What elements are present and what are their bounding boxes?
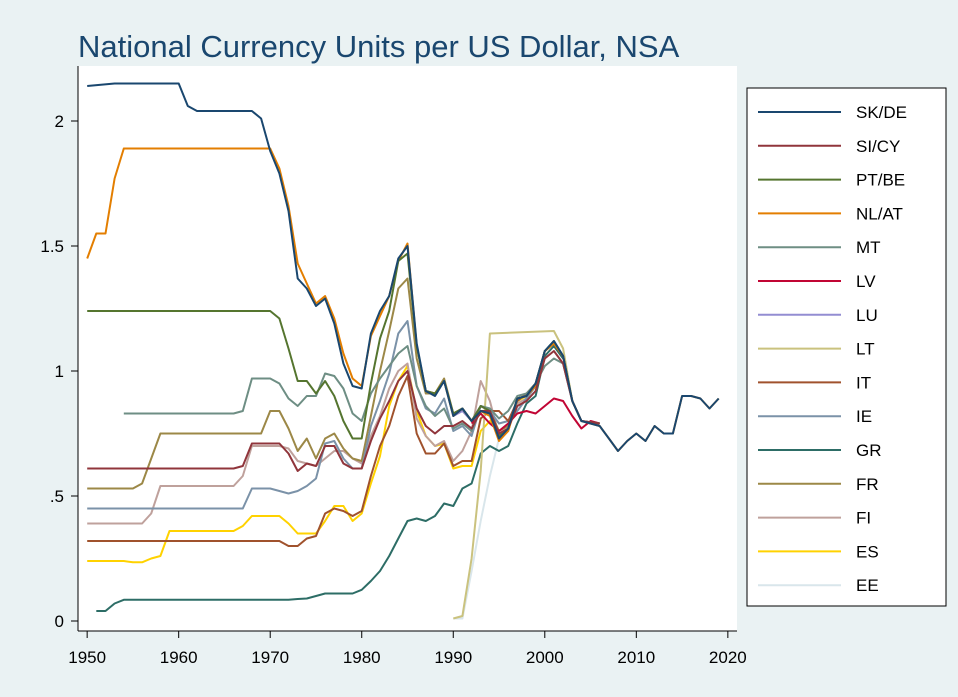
chart-title: National Currency Units per US Dollar, N…	[78, 29, 680, 64]
x-tick-label: 2020	[709, 648, 747, 667]
legend-label: EE	[856, 576, 879, 595]
y-tick-label: 2	[55, 112, 64, 131]
x-tick-label: 1970	[251, 648, 289, 667]
legend-box	[746, 87, 947, 607]
y-tick-label: 1.5	[40, 237, 64, 256]
legend-label: SI/CY	[856, 137, 900, 156]
x-axis-ticks: 1950 1960 1970 1980 1990 2000 2010 2020	[68, 631, 747, 667]
x-tick-label: 1990	[434, 648, 472, 667]
x-tick-label: 2010	[617, 648, 655, 667]
legend-label: LT	[856, 340, 875, 359]
legend: SK/DE SI/CY PT/BE NL/AT MT LV LU LT IT IE GR FR FI ES…	[758, 103, 907, 595]
x-tick-label: 1950	[68, 648, 106, 667]
y-tick-label: .5	[50, 487, 64, 506]
series-line-si-cy	[87, 350, 600, 472]
legend-label: FI	[856, 509, 871, 528]
legend-label: MT	[856, 238, 881, 257]
x-tick-label: 2000	[526, 648, 564, 667]
legend-label: LU	[856, 306, 878, 325]
series-line-gr	[96, 345, 564, 612]
x-tick-label: 1980	[343, 648, 381, 667]
legend-label: NL/AT	[856, 204, 903, 223]
y-tick-label: 1	[55, 362, 64, 381]
series-line-sk-de	[87, 82, 720, 452]
legend-label: SK/DE	[856, 103, 907, 122]
y-axis-ticks: 0 .5 1 1.5 2	[40, 112, 78, 631]
series-line-ie	[87, 320, 583, 510]
legend-label: FR	[856, 475, 879, 494]
legend-label: IT	[856, 373, 871, 392]
legend-label: GR	[856, 441, 882, 460]
x-tick-label: 1960	[160, 648, 198, 667]
y-tick-label: 0	[55, 612, 64, 631]
legend-label: ES	[856, 542, 879, 561]
legend-label: IE	[856, 407, 872, 426]
series-line-fr	[87, 277, 564, 490]
legend-label: PT/BE	[856, 171, 905, 190]
series-layer	[86, 82, 720, 620]
legend-label: LV	[856, 272, 876, 291]
